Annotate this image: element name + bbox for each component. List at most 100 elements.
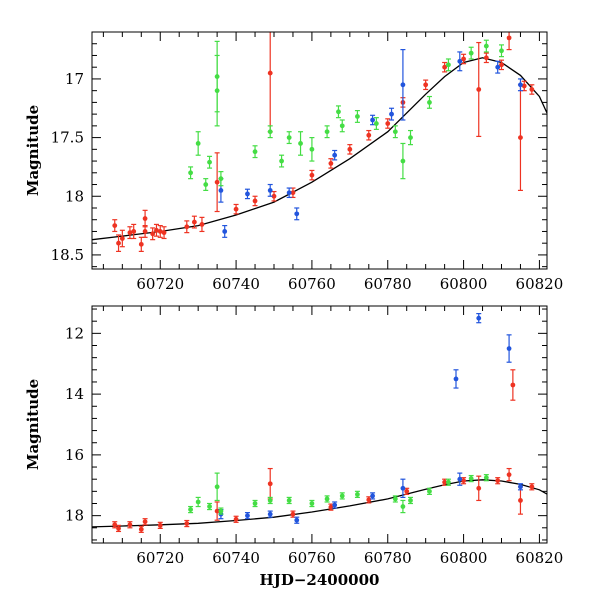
data-point — [483, 39, 489, 53]
data-point — [191, 215, 197, 229]
data-point — [529, 84, 535, 95]
y-tick-label: 16 — [65, 446, 84, 464]
data-point — [309, 169, 315, 181]
data-point — [244, 512, 250, 520]
data-point — [404, 487, 410, 495]
x-tick-label: 60800 — [440, 549, 488, 567]
x-tick-label: 60760 — [288, 549, 336, 567]
data-point — [131, 223, 137, 240]
data-point — [294, 516, 300, 524]
data-point — [138, 525, 144, 533]
data-point — [400, 478, 406, 499]
data-point — [119, 229, 125, 248]
data-point — [426, 95, 432, 109]
y-tick-label: 18 — [65, 507, 84, 525]
data-point — [392, 125, 398, 139]
x-axis-title: HJD−2400000 — [260, 571, 380, 589]
plot-area — [92, 32, 547, 253]
data-point — [506, 32, 512, 51]
data-point — [457, 51, 463, 72]
x-tick-label: 60820 — [516, 549, 564, 567]
data-point — [495, 477, 501, 485]
data-point — [161, 226, 167, 240]
data-point — [271, 190, 277, 202]
data-point — [142, 209, 148, 228]
data-point — [157, 224, 163, 238]
series-0 — [112, 369, 535, 533]
data-point — [116, 234, 122, 253]
data-point — [294, 207, 300, 221]
data-point — [127, 521, 133, 529]
y-tick-label: 14 — [65, 385, 84, 403]
data-point — [233, 203, 239, 215]
data-point — [188, 505, 194, 514]
plot-frame — [91, 31, 548, 270]
data-point — [339, 119, 345, 133]
data-point — [347, 144, 353, 155]
x-tick-label: 60760 — [288, 275, 336, 293]
data-point — [157, 521, 163, 530]
data-point — [483, 474, 489, 482]
data-point — [468, 474, 474, 483]
data-point — [298, 131, 304, 156]
data-point — [476, 41, 482, 138]
y-tick-label: 18.5 — [51, 246, 84, 264]
data-point — [112, 219, 118, 233]
data-point — [286, 131, 292, 145]
data-point — [207, 502, 213, 511]
data-point — [517, 486, 523, 515]
data-point — [517, 483, 523, 491]
data-point — [370, 114, 376, 126]
data-point — [116, 524, 122, 533]
plot-area — [92, 312, 547, 533]
x-tick-label: 60780 — [364, 549, 412, 567]
data-point — [218, 171, 224, 187]
data-point — [392, 495, 398, 503]
data-point — [214, 472, 220, 502]
data-point — [370, 492, 376, 500]
x-tick-label: 60780 — [364, 275, 412, 293]
data-point — [506, 467, 512, 482]
data-point — [335, 105, 341, 119]
data-point — [517, 84, 523, 191]
y-axis-title: Magnitude — [24, 379, 42, 470]
data-point — [461, 53, 467, 65]
data-point — [324, 495, 330, 503]
data-point — [203, 178, 209, 191]
data-point — [339, 492, 345, 500]
data-point — [483, 52, 489, 64]
data-point — [188, 166, 194, 180]
data-point — [461, 477, 467, 485]
data-point — [184, 220, 190, 234]
bottom-panel: 60720 60740 60760 60780 60800 60820 12 14 16 18 Ma… — [24, 305, 564, 589]
data-point — [389, 107, 395, 121]
data-point — [324, 125, 330, 139]
data-point — [366, 129, 372, 141]
data-point — [309, 136, 315, 162]
y-axis-title: Magnitude — [24, 105, 42, 196]
data-point — [476, 475, 482, 502]
data-point — [142, 224, 148, 238]
data-point — [476, 312, 482, 324]
data-point — [138, 236, 144, 253]
data-point — [252, 195, 258, 207]
data-point — [408, 129, 413, 146]
series-0 — [112, 32, 535, 253]
series-2 — [188, 39, 504, 191]
plot-frame — [91, 305, 548, 544]
data-point — [222, 224, 228, 238]
data-point — [244, 188, 250, 200]
data-point — [207, 155, 213, 169]
data-point — [142, 518, 148, 526]
x-tick-label: 60740 — [212, 275, 260, 293]
data-point — [214, 501, 220, 521]
data-point — [195, 131, 201, 156]
data-point — [332, 149, 338, 161]
data-point — [195, 496, 201, 508]
data-point — [423, 79, 429, 91]
data-point — [153, 223, 159, 237]
data-point — [445, 58, 451, 72]
data-point — [184, 519, 190, 528]
top-panel: 60720 60740 60760 60780 60800 60820 17 17.5 18 18… — [24, 31, 563, 293]
y-tick-label: 17 — [65, 70, 84, 88]
